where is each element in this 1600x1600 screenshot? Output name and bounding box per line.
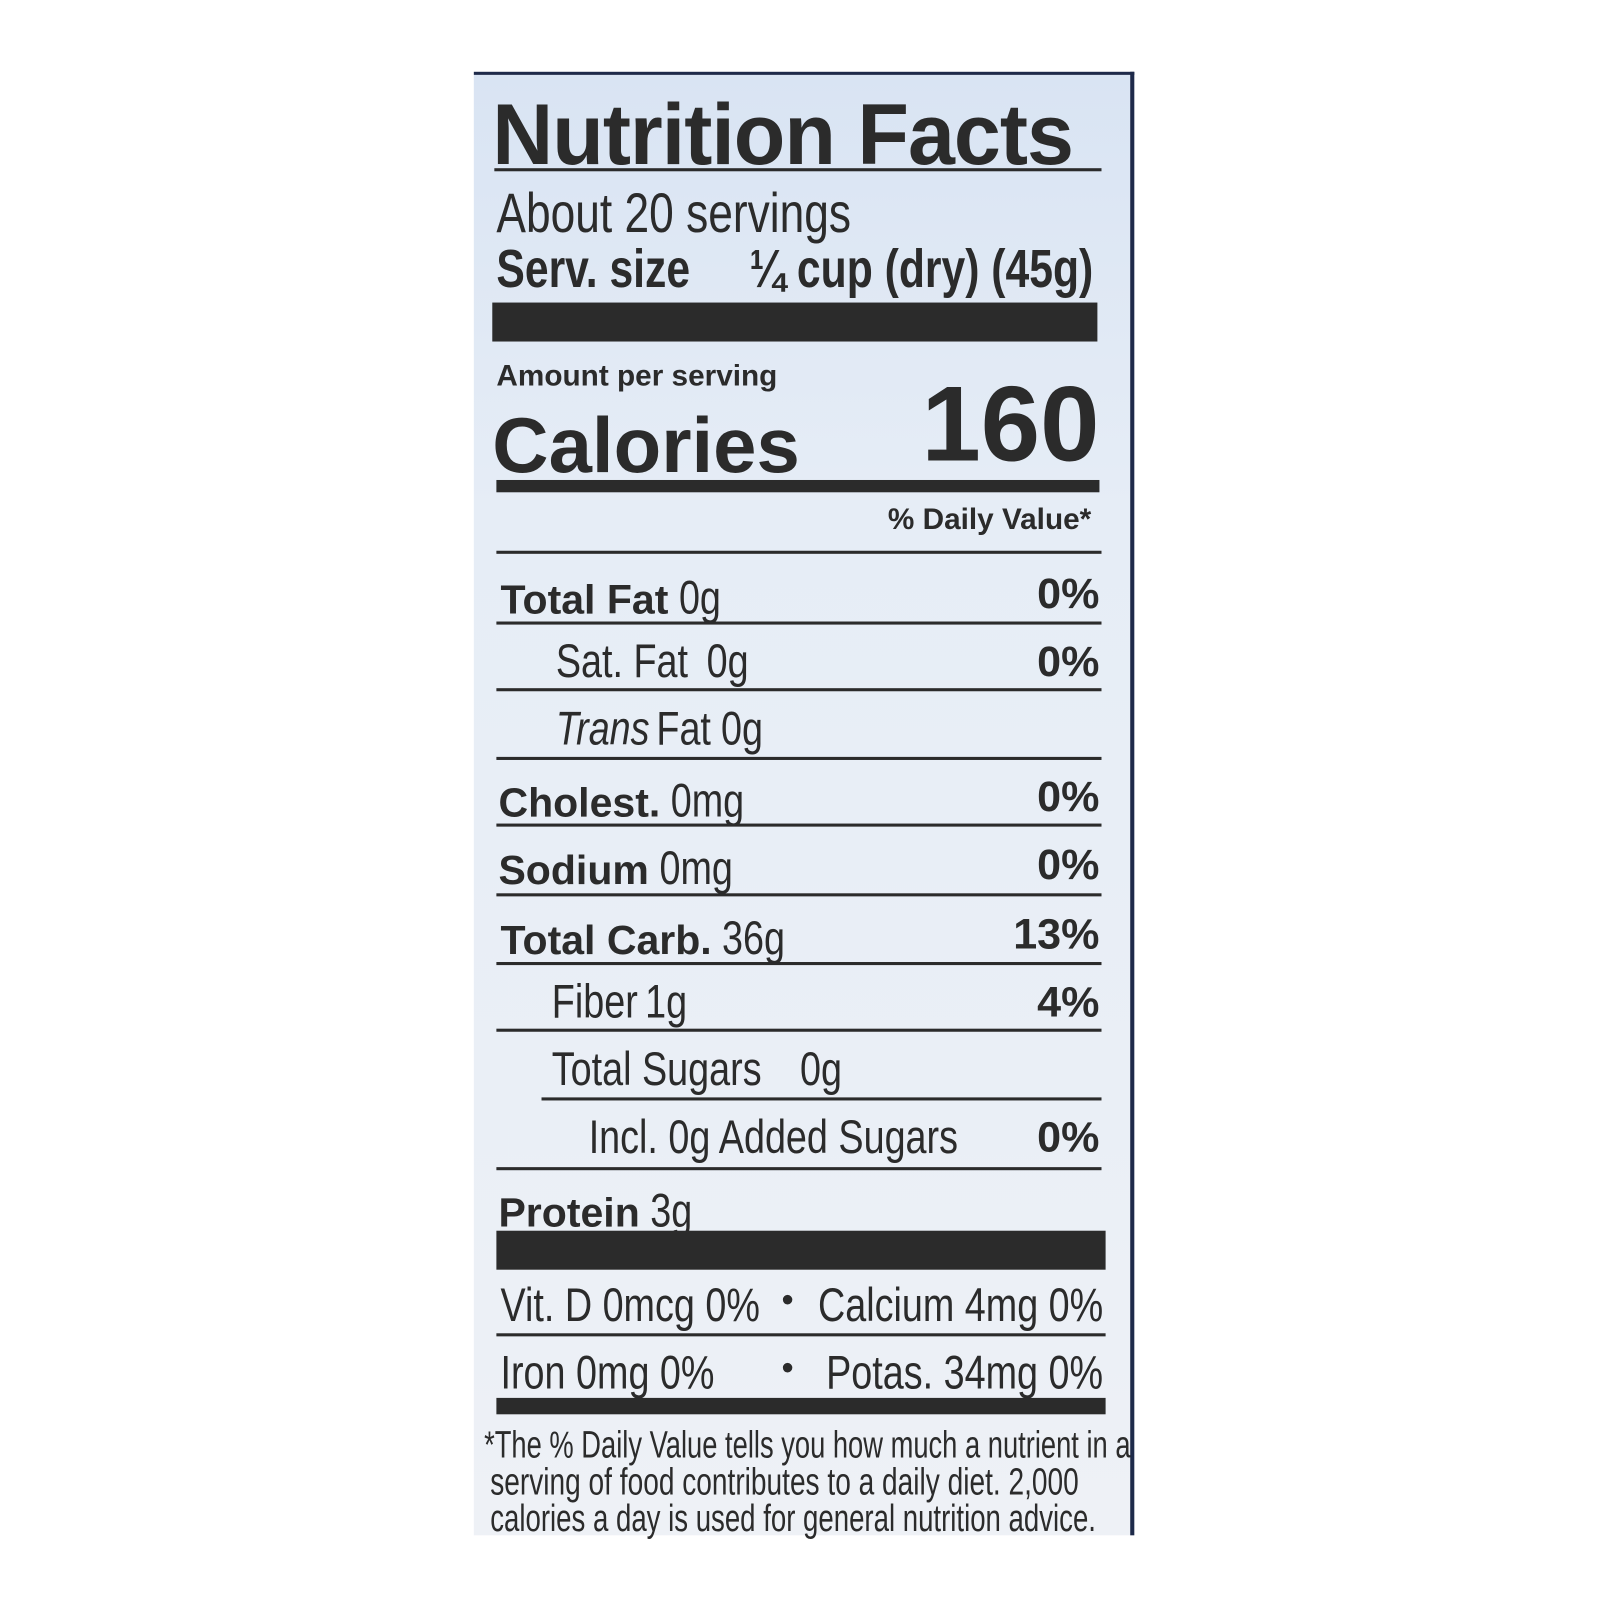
nutrient-amount: 0mg xyxy=(659,840,733,895)
nutrient-name: Sat. Fat 0g xyxy=(556,633,759,688)
bullet: • xyxy=(781,1348,794,1388)
nutrient-name: Total Carb. 36g xyxy=(500,910,800,965)
nutrient-amount: 36g xyxy=(721,910,785,965)
divider xyxy=(496,1333,1106,1337)
calories-label: Calories xyxy=(492,402,800,490)
nutrient-label: Fiber xyxy=(551,974,638,1028)
nutrient-name: Trans Fat 0g xyxy=(556,700,773,755)
divider xyxy=(494,168,1102,172)
footnote-line: serving of food contributes to a daily d… xyxy=(490,1460,1079,1503)
thick-bar xyxy=(496,1230,1106,1270)
nutrient-label: Total Fat xyxy=(500,577,669,623)
nutrient-amount: 3g xyxy=(650,1183,693,1237)
daily-value-percent: 0% xyxy=(1037,772,1100,821)
footnote-line: *The % Daily Value tells you how much a … xyxy=(484,1423,1131,1466)
divider xyxy=(496,962,1102,966)
daily-value-percent: 0% xyxy=(1037,569,1100,618)
nutrient-name: Sodium 0mg xyxy=(498,840,750,895)
divider xyxy=(496,621,1102,625)
nutrient-label: Cholest. xyxy=(498,780,661,826)
nutrient-name: Total Fat 0g xyxy=(500,569,731,624)
nutrient-name: Cholest. 0mg xyxy=(498,772,762,827)
divider xyxy=(496,823,1102,827)
bullet: • xyxy=(781,1280,794,1320)
nutrient-name: Protein 3g xyxy=(498,1183,702,1238)
nutrient-label: Total Sugars xyxy=(551,1042,762,1096)
daily-value-percent: 4% xyxy=(1037,977,1100,1026)
nutrient-name: Total Sugars 0g xyxy=(552,1041,852,1096)
nutrient-amount: 0g xyxy=(678,570,721,624)
divider xyxy=(496,1028,1102,1032)
nutrient-amount: 0g xyxy=(720,701,763,755)
vitamin-d: Vit. D 0mcg 0% xyxy=(500,1277,760,1332)
footnote-line: calories a day is used for general nutri… xyxy=(490,1497,1096,1540)
servings-per-container: About 20 servings xyxy=(496,182,852,245)
calories-value: 160 xyxy=(921,365,1100,485)
thick-bar xyxy=(492,302,1098,342)
nutrient-amount: 0g xyxy=(706,633,749,688)
nutrient-label: Trans xyxy=(555,701,650,755)
nutrient-name: Fiber 1g xyxy=(552,973,698,1028)
divider xyxy=(496,688,1102,692)
divider xyxy=(496,756,1102,760)
daily-value-percent: 0% xyxy=(1037,839,1100,889)
nutrient-label-suffix: Fat xyxy=(656,701,712,755)
amount-per-serving: Amount per serving xyxy=(496,359,778,393)
nutrient-label: Sat. Fat xyxy=(555,633,689,688)
nutrient-name: Incl. 0g Added Sugars xyxy=(589,1109,1051,1164)
divider xyxy=(496,1167,1102,1171)
nutrient-label: Protein xyxy=(498,1190,640,1236)
nutrient-label: Total Carb. xyxy=(500,917,712,964)
nutrient-amount: 1g xyxy=(644,974,687,1028)
potassium: Potas. 34mg 0% xyxy=(826,1345,1104,1399)
title: Nutrition Facts xyxy=(492,86,1074,183)
daily-value-percent: 0% xyxy=(1037,636,1100,686)
nutrient-amount: 0mg xyxy=(670,773,744,827)
nutrient-amount: 0g xyxy=(799,1042,842,1096)
calcium: Calcium 4mg 0% xyxy=(818,1277,1104,1332)
nutrient-label: Sodium xyxy=(498,848,649,894)
divider xyxy=(541,1097,1102,1101)
nutrition-facts-label: Nutrition Facts About 20 servings Serv. … xyxy=(473,71,1135,1539)
divider xyxy=(496,893,1102,897)
nutrient-label: Incl. 0g Added Sugars xyxy=(588,1109,959,1164)
calories-bar xyxy=(496,479,1100,493)
divider xyxy=(496,550,1102,554)
serving-size-value: ¼ cup (dry) (45g) xyxy=(749,239,1094,300)
daily-value-percent: 0% xyxy=(1037,1112,1100,1161)
daily-value-header: % Daily Value* xyxy=(887,503,1092,537)
iron: Iron 0mg 0% xyxy=(500,1345,715,1399)
daily-value-percent: 13% xyxy=(1013,909,1100,958)
thick-bar xyxy=(496,1397,1106,1415)
serving-size-label: Serv. size xyxy=(496,239,691,300)
